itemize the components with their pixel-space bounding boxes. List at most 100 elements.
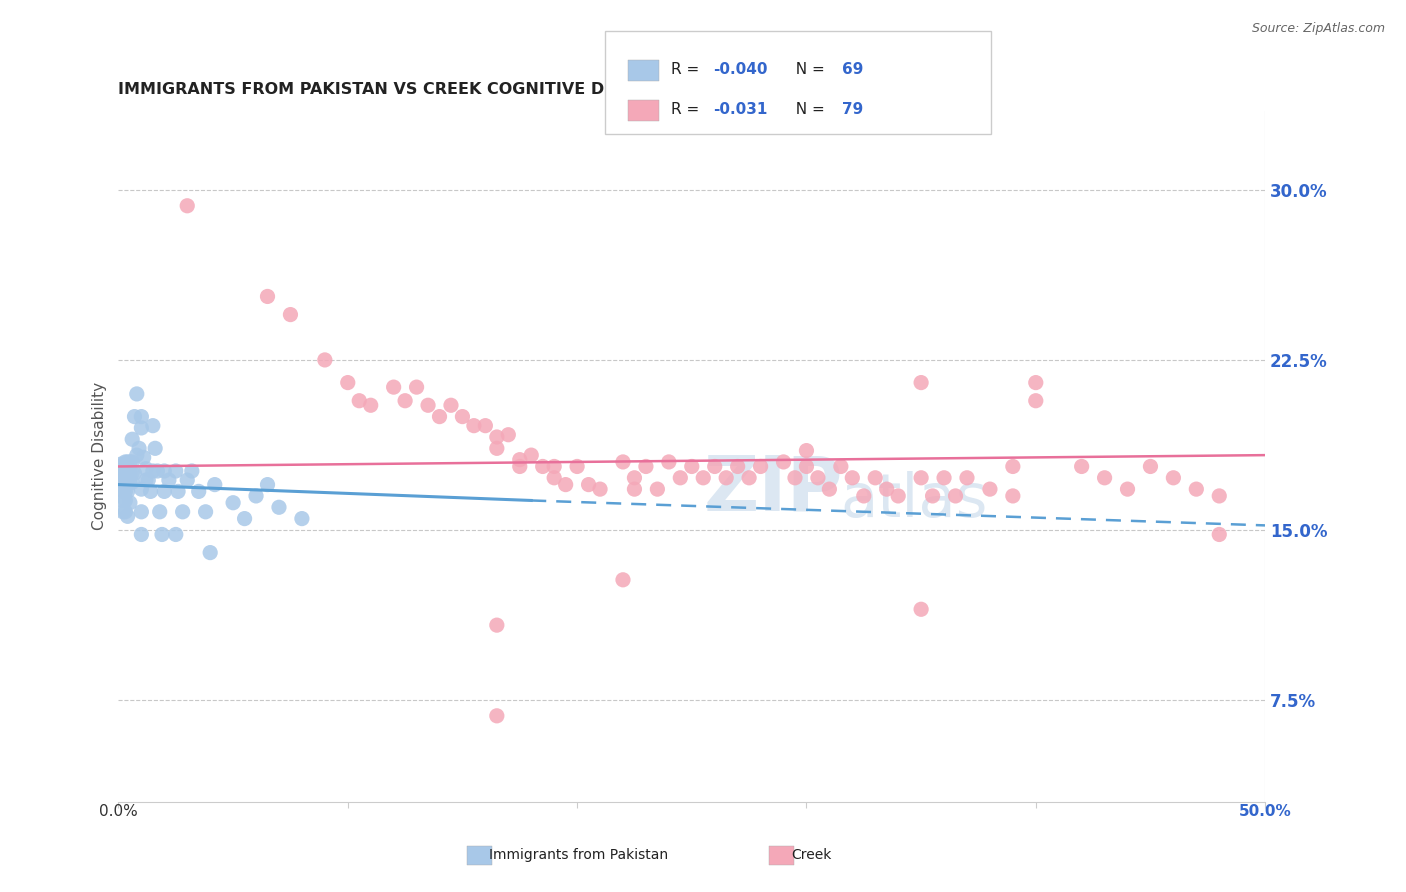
Point — [360, 398, 382, 412]
Point — [118, 467, 141, 481]
Point — [121, 455, 143, 469]
Point — [114, 464, 136, 478]
Point — [187, 484, 209, 499]
Point — [796, 443, 818, 458]
Text: atlas: atlas — [841, 471, 988, 530]
Point — [772, 455, 794, 469]
Point — [117, 509, 139, 524]
Point — [485, 442, 508, 456]
Point — [405, 380, 427, 394]
Point — [167, 484, 190, 499]
Point — [117, 467, 139, 481]
Point — [1025, 393, 1047, 408]
Point — [153, 464, 176, 478]
Text: 0.0%: 0.0% — [98, 804, 138, 819]
Point — [131, 505, 153, 519]
Point — [703, 459, 725, 474]
Point — [429, 409, 451, 424]
Point — [121, 467, 143, 481]
Point — [176, 199, 198, 213]
Point — [485, 708, 508, 723]
Point — [1139, 459, 1161, 474]
Point — [807, 471, 830, 485]
Text: Creek: Creek — [792, 847, 832, 862]
Point — [589, 482, 612, 496]
Point — [749, 459, 772, 474]
Point — [118, 455, 141, 469]
Point — [520, 448, 543, 462]
Point — [681, 459, 703, 474]
Point — [125, 448, 148, 462]
Point — [349, 393, 371, 408]
Point — [945, 489, 967, 503]
Point — [578, 477, 600, 491]
Point — [112, 493, 135, 508]
Point — [887, 489, 910, 503]
Point — [1025, 376, 1047, 390]
Point — [932, 471, 955, 485]
Point — [451, 409, 474, 424]
Point — [1116, 482, 1139, 496]
Text: R =: R = — [671, 103, 709, 117]
Text: Immigrants from Pakistan: Immigrants from Pakistan — [489, 847, 668, 862]
Point — [110, 457, 132, 471]
Point — [554, 477, 576, 491]
Point — [150, 527, 173, 541]
Point — [714, 471, 737, 485]
Point — [256, 289, 278, 303]
Point — [112, 475, 135, 490]
Point — [1094, 471, 1116, 485]
Point — [852, 489, 875, 503]
Point — [910, 376, 932, 390]
Point — [543, 459, 565, 474]
Point — [783, 471, 806, 485]
Point — [485, 430, 508, 444]
Point — [112, 484, 135, 499]
Point — [125, 387, 148, 401]
Point — [1185, 482, 1208, 496]
Point — [485, 618, 508, 632]
Point — [117, 475, 139, 490]
Point — [146, 464, 169, 478]
Point — [509, 452, 531, 467]
Point — [565, 459, 588, 474]
Point — [112, 505, 135, 519]
Point — [382, 380, 405, 394]
Point — [165, 527, 187, 541]
Point — [267, 500, 290, 515]
Point — [135, 461, 157, 475]
Point — [612, 573, 634, 587]
Point — [1208, 489, 1230, 503]
Point — [117, 484, 139, 499]
Point — [291, 511, 314, 525]
Point — [623, 471, 645, 485]
Point — [865, 471, 887, 485]
Point — [314, 352, 336, 367]
Point — [634, 459, 657, 474]
Point — [738, 471, 761, 485]
Point — [135, 473, 157, 487]
Text: R =: R = — [671, 62, 704, 77]
Point — [131, 421, 153, 435]
Point — [180, 464, 202, 478]
Point — [1208, 527, 1230, 541]
Text: -0.031: -0.031 — [713, 103, 768, 117]
Point — [921, 489, 943, 503]
Point — [143, 442, 166, 456]
Point — [474, 418, 496, 433]
Point — [107, 459, 129, 474]
Point — [440, 398, 463, 412]
Point — [509, 459, 531, 474]
Point — [194, 505, 217, 519]
Point — [110, 473, 132, 487]
Point — [336, 376, 359, 390]
Point — [124, 467, 146, 481]
Point — [233, 511, 256, 525]
Point — [176, 473, 198, 487]
Point — [131, 409, 153, 424]
Text: IMMIGRANTS FROM PAKISTAN VS CREEK COGNITIVE DISABILITY CORRELATION CHART: IMMIGRANTS FROM PAKISTAN VS CREEK COGNIT… — [118, 82, 889, 97]
Point — [172, 505, 194, 519]
Point — [979, 482, 1001, 496]
Point — [830, 459, 852, 474]
Point — [118, 475, 141, 490]
